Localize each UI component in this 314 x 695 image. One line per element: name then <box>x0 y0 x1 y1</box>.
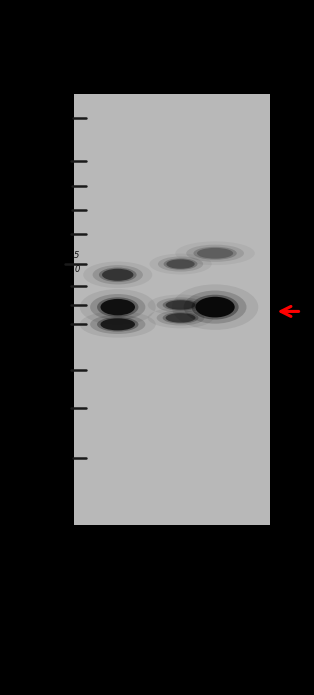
Ellipse shape <box>166 313 195 322</box>
Ellipse shape <box>163 300 198 311</box>
Bar <box>74 94 270 525</box>
Ellipse shape <box>157 297 204 313</box>
Text: 0: 0 <box>74 265 80 274</box>
Ellipse shape <box>80 311 156 338</box>
Ellipse shape <box>164 259 198 270</box>
Ellipse shape <box>102 269 133 281</box>
Ellipse shape <box>157 310 204 325</box>
Ellipse shape <box>99 268 137 282</box>
Ellipse shape <box>97 317 138 332</box>
Ellipse shape <box>166 259 195 269</box>
Ellipse shape <box>158 256 203 272</box>
Ellipse shape <box>197 248 233 259</box>
Ellipse shape <box>163 312 198 324</box>
Ellipse shape <box>90 315 145 334</box>
Ellipse shape <box>193 247 237 260</box>
Ellipse shape <box>148 295 214 316</box>
Ellipse shape <box>172 284 258 330</box>
Ellipse shape <box>186 245 244 262</box>
Ellipse shape <box>166 300 195 310</box>
Ellipse shape <box>90 294 145 320</box>
Ellipse shape <box>97 297 138 317</box>
Ellipse shape <box>184 291 246 324</box>
Ellipse shape <box>195 297 235 318</box>
Ellipse shape <box>80 289 156 325</box>
Ellipse shape <box>100 318 135 330</box>
Ellipse shape <box>148 307 214 328</box>
Text: 5: 5 <box>74 251 80 260</box>
Ellipse shape <box>100 299 135 316</box>
Ellipse shape <box>192 295 239 320</box>
Ellipse shape <box>149 254 212 275</box>
Ellipse shape <box>175 241 255 265</box>
Ellipse shape <box>83 261 152 288</box>
Ellipse shape <box>93 265 143 284</box>
